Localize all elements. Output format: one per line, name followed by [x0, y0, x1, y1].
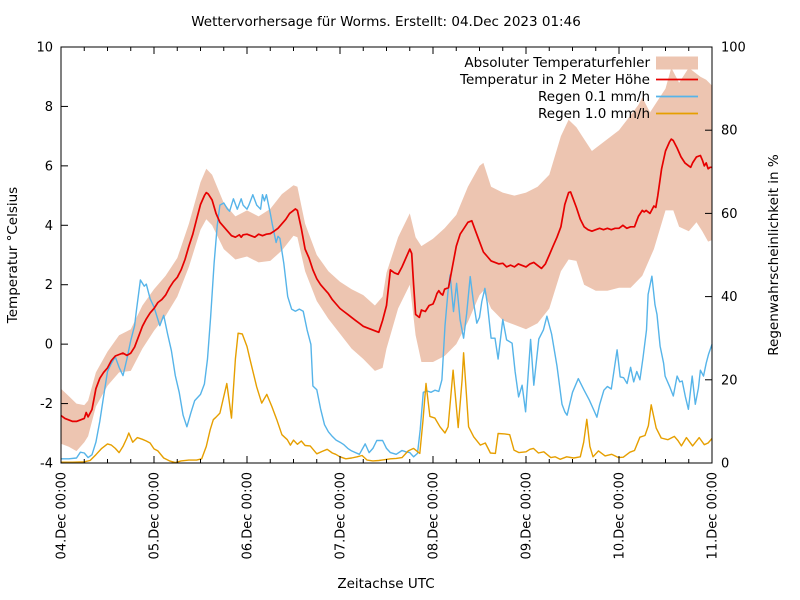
legend: Absoluter Temperaturfehler Temperatur in…	[459, 55, 650, 122]
x-tick-label: 08.Dec 00:00	[427, 472, 442, 559]
legend-label-rain-10: Regen 1.0 mm/h	[538, 106, 650, 122]
legend-label-error-band: Absoluter Temperaturfehler	[464, 55, 650, 71]
y-axis-title-left: Temperatur °Celsius	[5, 187, 21, 324]
y-left-tick-label: 6	[45, 159, 53, 174]
y-right-tick-label: 100	[721, 41, 746, 56]
temperature-line	[60, 138, 712, 423]
chart-title: Wettervorhersage für Worms. Erstellt: 04…	[191, 14, 581, 30]
legend-label-temperature: Temperatur in 2 Meter Höhe	[459, 72, 650, 88]
y-right-tick-label: 20	[721, 373, 738, 388]
y-right-tick-label: 80	[721, 124, 738, 139]
x-tick-label: 04.Dec 00:00	[55, 472, 70, 559]
y-left-tick-label: 4	[45, 219, 53, 234]
x-tick-label: 06.Dec 00:00	[241, 472, 256, 559]
x-axis-title: Zeitachse UTC	[337, 576, 434, 592]
x-tick-label: 09.Dec 00:00	[520, 472, 535, 559]
error-band-area	[61, 67, 712, 452]
y-left-tick-label: -2	[40, 397, 53, 412]
y-right-tick-label: 60	[721, 207, 738, 222]
y-right-tick-label: 40	[721, 290, 738, 305]
x-tick-label: 05.Dec 00:00	[148, 472, 163, 559]
legend-swatch-error-band	[656, 56, 698, 70]
y-left-tick-label: 0	[45, 338, 53, 353]
rain-10-line	[61, 332, 713, 464]
rain-01-line	[61, 193, 713, 460]
x-tick-label: 10.Dec 00:00	[613, 472, 628, 559]
y-right-tick-label: 0	[721, 457, 729, 472]
axis-ticks	[60, 46, 713, 464]
x-tick-label: 11.Dec 00:00	[706, 472, 721, 559]
y-axis-title-right: Regenwahrscheinlichkeit in %	[766, 154, 782, 356]
x-tick-label: 07.Dec 00:00	[334, 472, 349, 559]
legend-label-rain-01: Regen 0.1 mm/h	[538, 89, 650, 105]
y-left-tick-label: 10	[36, 41, 53, 56]
y-left-tick-label: 2	[45, 278, 53, 293]
y-left-tick-label: 8	[45, 100, 53, 115]
y-left-tick-label: -4	[40, 457, 53, 472]
